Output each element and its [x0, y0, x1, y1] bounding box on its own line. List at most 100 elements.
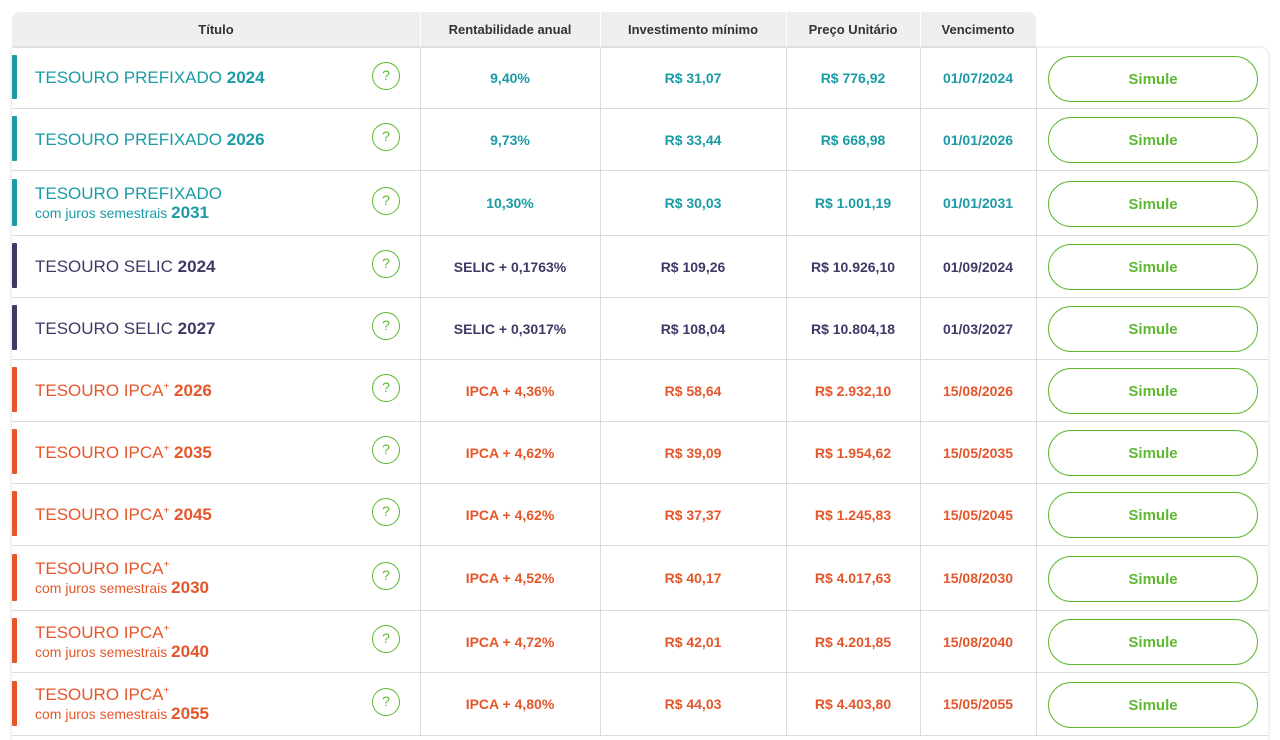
bonds-table: TESOURO PREFIXADO 2024? 9,40% R$ 31,07 R$ 7… [12, 48, 1268, 740]
simule-button[interactable]: Simule [1048, 368, 1258, 414]
column-divider [920, 360, 921, 421]
column-divider [920, 109, 921, 170]
column-divider [420, 422, 421, 483]
column-divider [786, 236, 787, 297]
table-row: TESOURO IPCA+ com juros semestrais 2055? I… [12, 673, 1268, 736]
column-divider [786, 360, 787, 421]
column-divider [920, 171, 921, 235]
column-divider [420, 48, 421, 108]
preco-cell: R$ 4.403,80 [814, 696, 892, 712]
help-icon[interactable]: ? [372, 312, 400, 340]
preco-cell: R$ 668,98 [820, 131, 886, 148]
bond-year: 2026 [226, 129, 265, 149]
simule-button[interactable]: Simule [1048, 306, 1258, 352]
vencimento-cell: 15/05/2055 [942, 696, 1014, 712]
help-icon[interactable]: ? [372, 123, 400, 151]
investimento-cell: R$ 108,04 [660, 320, 726, 337]
bond-name: TESOURO PREFIXADO 2024 [35, 68, 265, 88]
bond-name-text: TESOURO IPCA [35, 504, 164, 524]
help-icon[interactable]: ? [372, 187, 400, 215]
header-rentabilidade: Rentabilidade anual [448, 22, 572, 37]
column-divider [786, 546, 787, 610]
bond-name-text: TESOURO IPCA [35, 442, 164, 462]
help-icon[interactable]: ? [372, 250, 400, 278]
simule-button[interactable]: Simule [1048, 56, 1258, 102]
bond-subtitle-text: com juros semestrais [35, 706, 168, 722]
help-icon[interactable]: ? [372, 562, 400, 590]
column-divider [786, 48, 787, 108]
bond-title: TESOURO IPCA+ 2035 [35, 422, 212, 483]
header-titulo: Título [198, 22, 234, 37]
bond-title: TESOURO IPCA+ 2026 [35, 360, 212, 421]
table-header: Título Rentabilidade anual Investimento … [12, 12, 1036, 48]
bond-title: TESOURO SELIC 2027 [35, 298, 215, 359]
vencimento-cell: 15/05/2035 [942, 444, 1014, 461]
column-divider [600, 673, 601, 735]
column-divider [1036, 360, 1037, 421]
column-divider [920, 422, 921, 483]
category-color-bar [12, 491, 17, 536]
bond-title: TESOURO PREFIXADO com juros semestrais 20… [35, 171, 222, 235]
column-divider [786, 422, 787, 483]
bond-subtitle: com juros semestrais 2030 [35, 579, 209, 597]
simule-button[interactable]: Simule [1048, 492, 1258, 538]
bond-year: 2024 [226, 68, 265, 87]
column-divider [420, 171, 421, 235]
bond-year: 2035 [174, 442, 212, 462]
bond-name: TESOURO IPCA+ 2026 [35, 381, 212, 401]
preco-cell: R$ 1.954,62 [814, 444, 892, 461]
table-row: TESOURO IPCA+ 2026? IPCA + 4,36% R$ 58,64 R… [12, 360, 1268, 422]
column-divider [786, 611, 787, 672]
column-divider [1036, 546, 1037, 610]
help-icon[interactable]: ? [372, 436, 400, 464]
bond-year: 2024 [177, 256, 216, 276]
header-vencimento: Vencimento [941, 22, 1015, 37]
preco-cell: R$ 2.932,10 [814, 382, 892, 399]
simule-button[interactable]: Simule [1048, 181, 1258, 227]
rentabilidade-cell: 9,73% [490, 131, 530, 148]
simule-button[interactable]: Simule [1048, 556, 1258, 602]
column-divider [786, 673, 787, 735]
help-icon[interactable]: ? [372, 688, 400, 716]
column-divider [600, 48, 601, 108]
column-divider [1036, 109, 1037, 170]
bond-plus-sign: + [163, 622, 170, 634]
bond-plus-sign: + [163, 559, 170, 571]
category-color-bar [12, 554, 17, 601]
column-divider [920, 673, 921, 735]
column-divider [420, 673, 421, 735]
column-divider [1036, 611, 1037, 672]
help-icon[interactable]: ? [372, 498, 400, 526]
help-icon[interactable]: ? [372, 374, 400, 402]
help-icon[interactable]: ? [372, 62, 400, 90]
column-divider [1036, 422, 1037, 483]
header-divider [920, 12, 921, 48]
bond-plus-sign: + [163, 442, 170, 454]
preco-cell: R$ 1.245,83 [814, 506, 892, 523]
table-row: TESOURO IPCA+ 2035? IPCA + 4,62% R$ 39,09 R… [12, 422, 1268, 484]
help-icon[interactable]: ? [372, 625, 400, 653]
preco-cell: R$ 1.001,19 [814, 195, 892, 211]
column-divider [1036, 298, 1037, 359]
investimento-cell: R$ 40,17 [664, 570, 722, 586]
bond-name-text: TESOURO PREFIXADO [35, 68, 223, 87]
bond-title: TESOURO IPCA+ 2045 [35, 484, 212, 545]
bond-year: 2031 [171, 203, 209, 222]
simule-button[interactable]: Simule [1048, 430, 1258, 476]
column-divider [420, 109, 421, 170]
bond-year: 2027 [177, 318, 216, 338]
rentabilidade-cell: 9,40% [490, 70, 530, 86]
bond-name-text: TESOURO IPCA [35, 622, 164, 642]
bond-name-text: TESOURO IPCA [35, 380, 164, 400]
simule-button[interactable]: Simule [1048, 682, 1258, 728]
column-divider [600, 546, 601, 610]
column-divider [920, 298, 921, 359]
investimento-cell: R$ 33,44 [664, 131, 722, 148]
table-row: TESOURO PREFIXADO 2026? 9,73% R$ 33,44 R$ 6… [12, 109, 1268, 171]
column-divider [600, 236, 601, 297]
rentabilidade-cell: IPCA + 4,62% [465, 444, 555, 461]
simule-button[interactable]: Simule [1048, 117, 1258, 163]
simule-button[interactable]: Simule [1048, 244, 1258, 290]
simule-button[interactable]: Simule [1048, 619, 1258, 665]
bond-name-text: TESOURO PREFIXADO [35, 184, 223, 203]
